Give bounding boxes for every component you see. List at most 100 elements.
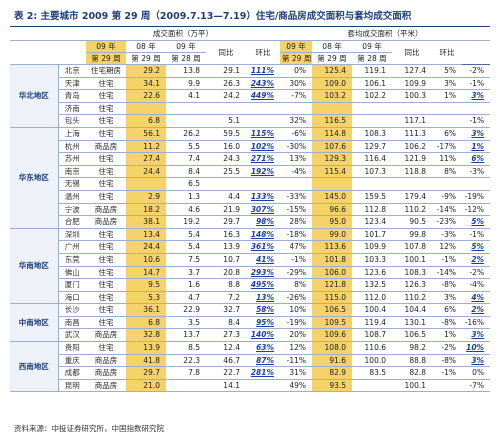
- header-group-avg: 套均成交面积（平米）: [280, 26, 491, 41]
- area-yoy-value: 361%: [250, 242, 275, 252]
- avg-08w29: 112.0: [352, 291, 393, 305]
- area-yoy: 192%: [246, 165, 281, 179]
- area-09w28: 4.4: [206, 190, 246, 204]
- header-avg-mom: 环比: [432, 40, 463, 65]
- city-name: 贵阳: [58, 341, 86, 355]
- avg-09w28: 106.2: [392, 140, 433, 154]
- area-08w29: 4.6: [166, 203, 206, 217]
- city-name: 东莞: [58, 253, 86, 267]
- header-avg-weeknum-09: 第 29 周: [280, 52, 313, 65]
- avg-09w29: 114.8: [312, 126, 353, 141]
- avg-yoy: -14%: [432, 266, 463, 280]
- housing-type: 住宅: [86, 126, 126, 141]
- area-mom: -33%: [280, 190, 313, 204]
- area-yoy-value: 133%: [250, 191, 275, 201]
- avg-08w29: 100.4: [352, 303, 393, 317]
- area-mom: -29%: [280, 266, 313, 280]
- area-09w28: 27.3: [206, 328, 246, 343]
- avg-yoy: 12%: [432, 240, 463, 254]
- avg-09w28: 118.8: [392, 165, 433, 179]
- area-09w29: 29.2: [126, 64, 166, 78]
- avg-yoy: -1%: [432, 366, 463, 380]
- area-mom: [280, 102, 313, 116]
- city-name: 温州: [58, 190, 86, 204]
- area-mom: 20%: [280, 328, 313, 343]
- area-yoy: 111%: [246, 64, 281, 78]
- area-yoy: 13%: [246, 291, 281, 305]
- area-yoy: 293%: [246, 266, 281, 280]
- avg-08w29: 116.4: [352, 152, 393, 166]
- data-table-wrapper: 成交面积（万平） 套均成交面积（平米） 09 年 08 年 09 年 同比 环比…: [10, 26, 491, 393]
- area-mom: -11%: [280, 354, 313, 368]
- avg-mom: 2%: [462, 303, 491, 317]
- area-09w28: 5.1: [206, 114, 246, 128]
- avg-yoy: -9%: [432, 190, 463, 204]
- area-yoy: 140%: [246, 328, 281, 343]
- avg-mom: -7%: [462, 379, 491, 393]
- area-09w28: 24.2: [206, 89, 246, 103]
- avg-09w28: 82.8: [392, 366, 433, 380]
- region-label: 中南地区: [10, 303, 59, 343]
- avg-09w28: 127.4: [392, 64, 433, 78]
- area-yoy: 361%: [246, 240, 281, 254]
- avg-09w29: 103.2: [312, 89, 353, 103]
- table-row: 天津 住宅 34.1 9.9 26.3 243% 30% 109.0 106.1 109.9 3% -…: [10, 77, 491, 91]
- area-09w28: 46.7: [206, 354, 246, 368]
- avg-09w29: 101.8: [312, 253, 353, 267]
- table-row: 华北地区 北京 住宅期房 29.2 13.8 29.1 111% 0% 125.4 119.1 12…: [10, 64, 491, 128]
- avg-09w29: [312, 102, 353, 116]
- area-08w29: 4.7: [166, 291, 206, 305]
- avg-yoy: 3%: [432, 291, 463, 305]
- area-yoy-value: 41%: [256, 254, 275, 264]
- table-row: 杭州 商品房 11.2 5.5 16.0 102% -30% 107.6 129.7 106.2-…: [10, 140, 491, 154]
- avg-09w28: 100.1: [392, 379, 433, 393]
- area-09w28: 8.8: [206, 278, 246, 292]
- header-weeknum-09: 第 29 周: [86, 52, 126, 65]
- avg-yoy: -17%: [432, 140, 463, 154]
- area-yoy: 271%: [246, 152, 281, 166]
- area-08w29: 22.3: [166, 354, 206, 368]
- avg-09w29: 115.4: [312, 165, 353, 179]
- area-yoy-value: 102%: [250, 141, 275, 151]
- area-mom: -30%: [280, 140, 313, 154]
- header-weeknum-08: 第 29 周: [126, 52, 166, 65]
- avg-mom-value: 5%: [471, 217, 485, 227]
- area-09w28: 59.5: [206, 126, 246, 141]
- avg-mom-value: 1%: [471, 141, 485, 151]
- area-yoy: 41%: [246, 253, 281, 267]
- table-row: 武汉 商品房 32.8 13.7 27.3 140% 20% 109.6 108.7 106.5 1…: [10, 328, 491, 343]
- area-yoy: 133%: [246, 190, 281, 204]
- header-avg-yoy: 同比: [392, 40, 433, 65]
- area-08w29: 7.8: [166, 366, 206, 380]
- housing-type: 住宅: [86, 253, 126, 267]
- avg-mom-value: 3%: [471, 128, 485, 138]
- area-09w28: 21.9: [206, 203, 246, 217]
- area-08w29: 3.5: [166, 316, 206, 330]
- area-09w29: 11.2: [126, 140, 166, 154]
- housing-type: 住宅: [86, 227, 126, 242]
- table-row: 华东地区 上海 住宅 56.1 26.2 59.5 115% -6% 114.8 108.3 111…: [10, 126, 491, 229]
- table-row: 中南地区 长沙 住宅 36.1 22.9 32.7 58% 10% 106.5 100.4 104.…: [10, 303, 491, 343]
- area-09w29: 18.2: [126, 203, 166, 217]
- table-row: 华南地区 深圳 住宅 13.4 5.4 16.3 148% -18% 99.0 101.7 99.8…: [10, 227, 491, 305]
- avg-09w29: 121.8: [312, 278, 353, 292]
- housing-type: 住宅: [86, 89, 126, 103]
- area-08w29: [166, 114, 206, 128]
- avg-08w29: 101.7: [352, 227, 393, 242]
- city-name: 长沙: [58, 303, 86, 317]
- city-name: 青岛: [58, 89, 86, 103]
- area-09w29: 13.4: [126, 227, 166, 242]
- avg-mom-value: 5%: [471, 242, 485, 252]
- header-week-09b: 09 年: [166, 40, 206, 53]
- avg-mom-value: 3%: [471, 355, 485, 365]
- area-09w28: 25.5: [206, 165, 246, 179]
- area-08w29: 1.6: [166, 278, 206, 292]
- area-yoy: 102%: [246, 140, 281, 154]
- area-yoy-value: 449%: [250, 91, 275, 101]
- area-mom: 31%: [280, 366, 313, 380]
- table-row: 东莞 住宅 10.6 7.5 10.7 41% -1% 101.8 103.3 100.1 -1% 2…: [10, 253, 491, 267]
- area-mom: -26%: [280, 291, 313, 305]
- area-09w29: 10.6: [126, 253, 166, 267]
- region-label: 华南地区: [10, 227, 59, 305]
- area-09w28: 20.8: [206, 266, 246, 280]
